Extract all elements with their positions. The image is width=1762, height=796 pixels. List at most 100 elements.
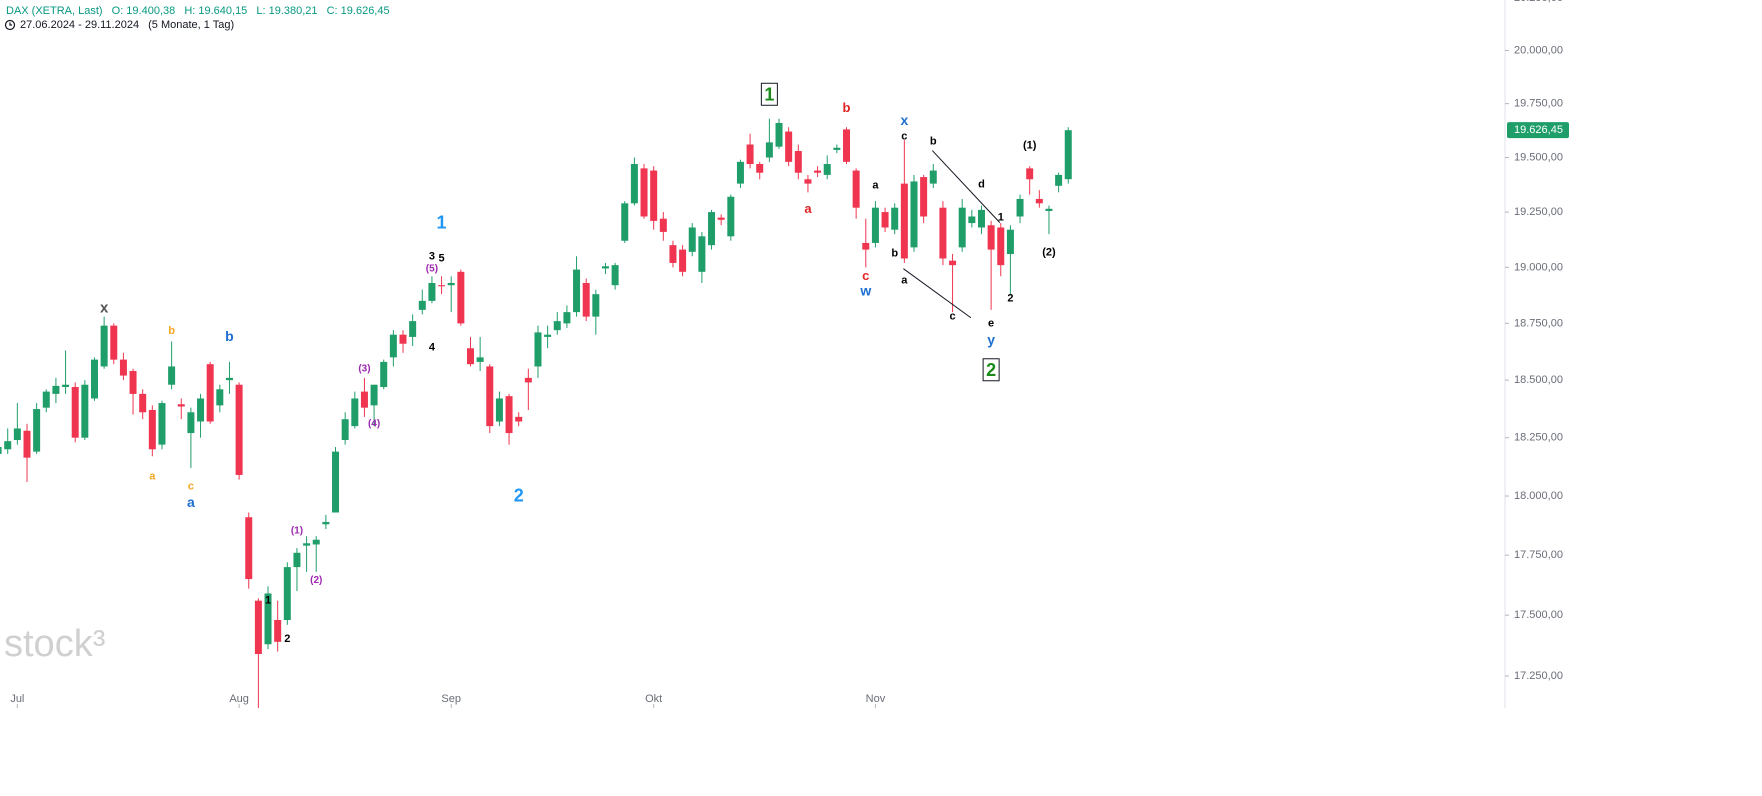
date-span: (5 Monate, 1 Tag) [148,19,235,31]
wave-label: c [901,130,907,142]
candle-body [168,366,176,385]
candle-body [370,384,378,406]
candle-body [312,539,320,545]
candle-body [466,348,474,365]
candle-body [814,170,822,173]
candle-body [852,170,860,208]
x-tick-label: Nov [866,693,886,705]
candle-body [1055,174,1063,186]
candle-body [881,212,889,228]
candle-body [505,396,513,434]
candle-body [264,593,272,645]
candle-body [351,398,359,427]
candle-body [698,236,706,272]
candle-body [592,294,600,317]
wave-label: c [188,481,194,493]
candle-body [303,543,311,546]
candle-body [611,265,619,286]
candle-body [322,521,330,525]
candle-body [987,225,995,250]
candle-body [688,227,696,252]
candle-body [900,183,908,259]
candle-body [457,271,465,324]
y-tick-label: 20.250,00 [1514,0,1563,4]
candle-body [871,207,879,243]
wave-label: y [987,331,995,347]
y-tick-label: 19.250,00 [1514,206,1563,218]
candle-body [544,334,552,337]
candle-body [717,217,725,220]
candle-body [582,282,590,317]
y-tick-label: 20.000,00 [1514,44,1563,56]
wave-label: a [149,471,156,483]
candle-body [177,404,185,407]
candle-body [100,325,108,367]
range-line: 27.06.2024 - 29.11.2024 (5 Monate, 1 Tag… [6,19,240,31]
candle-body [659,218,667,232]
candle-body [418,300,426,310]
candle-body [775,122,783,147]
candle-body [756,164,764,173]
candle-body [621,203,629,241]
wave-label: c [949,311,955,323]
x-tick-label: Aug [229,693,249,705]
wave-label: b [843,100,851,115]
candle-body [42,391,50,408]
wave-label: e [988,318,994,330]
candle-body [958,207,966,248]
x-tick-label: Jul [10,693,24,705]
wave-label: a [872,180,879,192]
wave-label: w [859,282,871,298]
candle-body [90,359,98,399]
wave-label: x [900,112,908,128]
candle-body [746,144,754,165]
wave-label: 2 [1007,293,1013,305]
candle-body [447,282,455,286]
trend-line [903,268,972,319]
wave-label: b [930,135,937,147]
candle-body [341,419,349,441]
candle-body [148,409,156,450]
candle-body [977,209,985,228]
candle-body [52,385,60,394]
header-line: DAX (XETRA, Last) O: 19.400,38 H: 19.640… [6,5,396,17]
candle-body [515,416,523,422]
clock-hands [9,22,12,26]
y-tick-label: 19.750,00 [1514,98,1563,110]
last-price-label: 19.626,45 [1514,124,1563,136]
wave-label: (4) [368,418,380,429]
candle-body [891,207,899,230]
candle-body [4,441,12,450]
candle-body [380,361,388,388]
candle-body [1035,198,1043,204]
candle-body [389,334,397,358]
wave-label-box [982,358,1000,382]
candle-body [727,196,735,237]
y-tick-label: 18.750,00 [1514,317,1563,329]
candle-body [428,282,436,301]
candle-body [245,517,253,580]
wave-label: 5 [439,252,445,264]
y-tick-label: 17.250,00 [1514,670,1563,682]
candle-body [949,260,957,266]
wave-label: 2 [284,633,290,645]
y-tick-label: 18.000,00 [1514,490,1563,502]
wave-label: b [168,325,175,337]
wave-label: 1 [437,212,447,232]
y-tick-label: 19.000,00 [1514,261,1563,273]
wave-label: a [804,201,812,216]
wave-label: 2 [514,486,524,506]
candle-body [235,384,243,475]
candle-body [669,245,677,263]
candle-body [640,168,648,217]
candle-body [495,398,503,422]
candle-body [225,377,233,381]
candle-body [71,387,79,438]
wave-label: 1 [764,84,774,104]
wave-label: d [978,178,985,190]
date-range: 27.06.2024 - 29.11.2024 [20,19,140,31]
x-tick-label: Sep [441,693,461,705]
candle-body [476,357,484,362]
candle-body [920,177,928,217]
candle-body [765,142,773,158]
